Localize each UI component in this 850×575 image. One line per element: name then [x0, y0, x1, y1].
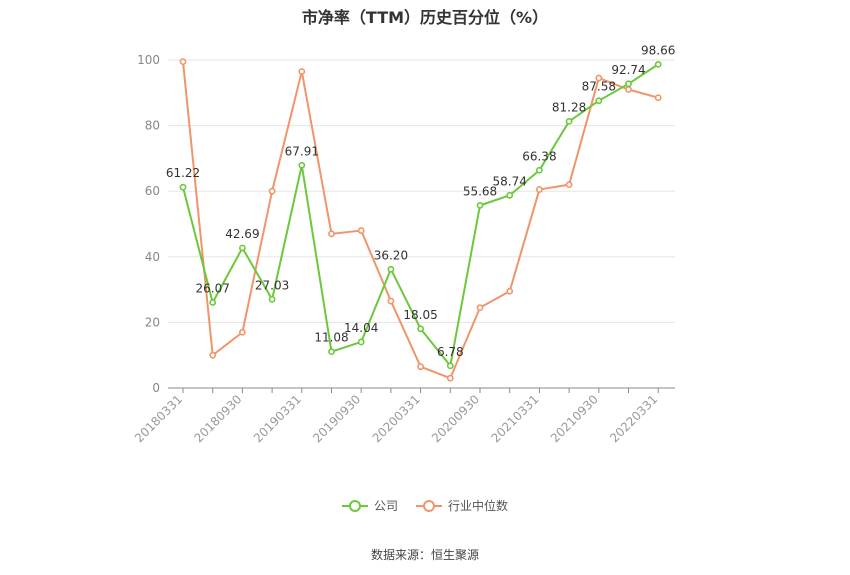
series-points [179, 58, 662, 382]
data-label: 6.78 [437, 345, 464, 359]
data-label: 14.04 [344, 321, 378, 335]
grid-lines [168, 59, 675, 323]
point-company [595, 97, 603, 105]
data-label: 66.38 [522, 149, 556, 163]
point-industry [625, 86, 632, 93]
point-industry [565, 181, 573, 189]
y-tick-label: 40 [145, 250, 160, 264]
data-label: 55.68 [463, 184, 497, 198]
data-label: 18.05 [403, 308, 437, 322]
y-tick-label: 0 [152, 381, 160, 395]
point-industry [446, 374, 454, 382]
x-tick-label: 20190930 [310, 392, 363, 445]
point-industry [654, 94, 662, 102]
data-label: 87.58 [582, 80, 616, 94]
legend-swatch-industry [416, 499, 442, 513]
point-company [565, 118, 573, 125]
x-tick-label: 20220331 [607, 392, 660, 445]
data-label: 67.91 [285, 144, 319, 158]
legend-item-industry[interactable]: 行业中位数 [416, 497, 508, 514]
data-label: 92.74 [611, 63, 645, 77]
point-industry [595, 74, 603, 82]
point-industry [179, 58, 187, 66]
point-company [476, 201, 484, 209]
legend-label-industry: 行业中位数 [448, 499, 509, 513]
legend: 公司 行业中位数 [0, 497, 850, 514]
point-company [536, 166, 543, 174]
data-label: 27.03 [255, 278, 289, 292]
point-industry [506, 287, 514, 295]
point-company [654, 60, 662, 68]
x-tick-label: 20210331 [488, 392, 541, 445]
y-tick-label: 80 [145, 119, 160, 133]
data-label: 42.69 [225, 227, 259, 241]
data-label: 58.74 [493, 174, 527, 188]
point-industry [209, 351, 217, 359]
x-tick-label: 20200930 [429, 392, 482, 445]
point-industry [328, 230, 335, 238]
point-industry [357, 227, 365, 234]
legend-swatch-company [341, 499, 368, 513]
point-company [506, 191, 514, 199]
x-tick-label: 20200331 [370, 392, 423, 445]
data-label: 26.07 [196, 281, 230, 295]
point-industry [238, 328, 246, 336]
point-company [298, 161, 306, 169]
point-industry [387, 297, 395, 305]
legend-label-company: 公司 [373, 499, 398, 513]
x-tick-label: 20190331 [251, 392, 304, 445]
point-company [328, 348, 335, 356]
y-axis: 0 20 40 60 80 100 [137, 53, 160, 395]
point-company [268, 295, 276, 303]
point-company [179, 183, 187, 191]
data-label: 61.22 [166, 166, 200, 180]
y-tick-label: 20 [145, 315, 160, 329]
point-industry [268, 187, 276, 195]
legend-item-company[interactable]: 公司 [341, 497, 398, 514]
x-axis: 20180331 20180930 20190331 20190930 20200331… [132, 387, 675, 445]
point-company [357, 338, 365, 346]
data-label: 36.20 [374, 248, 408, 262]
point-company [417, 325, 424, 333]
point-company [209, 299, 217, 306]
data-label: 98.66 [641, 43, 675, 57]
x-tick-label: 20180930 [191, 392, 244, 445]
point-industry [476, 304, 484, 312]
y-tick-label: 60 [145, 184, 160, 198]
x-tick-label: 20210930 [548, 392, 601, 445]
point-industry [536, 186, 543, 193]
point-company [387, 265, 395, 273]
data-source: 数据来源：恒生聚源 [370, 548, 479, 562]
data-label: 81.28 [552, 100, 586, 114]
x-tick-label: 20180331 [132, 392, 185, 445]
point-industry [417, 363, 424, 371]
point-company [446, 362, 454, 370]
y-tick-label: 100 [137, 53, 160, 67]
chart-title: 市净率（TTM）历史百分位（%） [301, 8, 549, 27]
point-company [238, 244, 246, 252]
data-label: 11.08 [314, 331, 348, 345]
point-industry [298, 68, 306, 75]
point-company [625, 80, 632, 88]
